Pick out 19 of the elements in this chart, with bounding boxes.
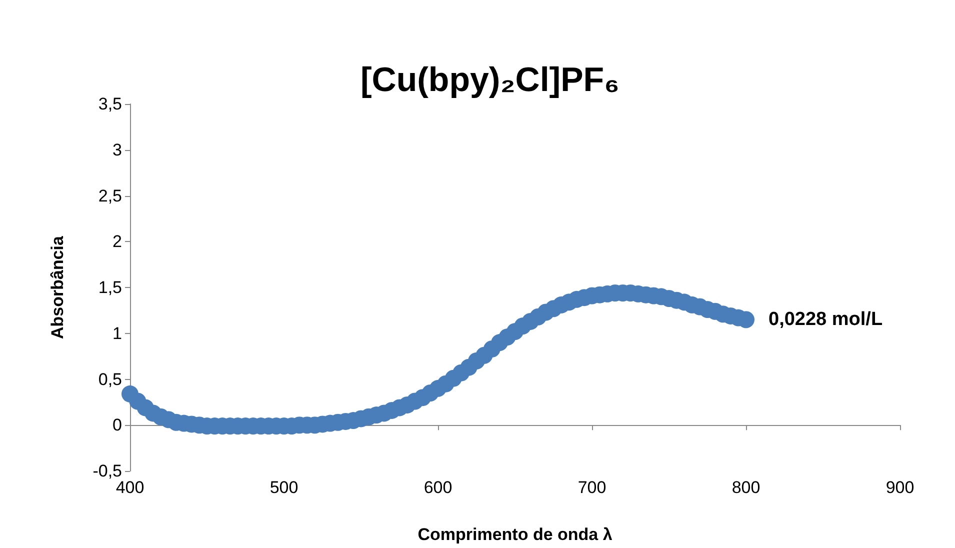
x-tick-label: 700 (578, 478, 606, 497)
y-tick-label: 3 (112, 140, 122, 160)
y-tick-label: 1 (112, 324, 122, 343)
x-tick-label: 400 (116, 478, 144, 497)
y-tick-label: 2 (112, 232, 122, 252)
y-tick-label: 3,5 (98, 94, 122, 114)
y-tick-label: 2,5 (98, 186, 122, 206)
x-tick-label: 500 (270, 478, 298, 497)
y-tick-label: 0,5 (98, 370, 122, 389)
y-axis-title: Absorbância (48, 235, 67, 339)
x-tick-label: 600 (424, 478, 452, 497)
x-tick-label: 800 (732, 478, 760, 497)
y-tick-label: -0,5 (92, 462, 122, 480)
y-tick-label: 0 (112, 416, 122, 435)
y-tick-label: 1,5 (98, 278, 122, 297)
x-axis-title: Comprimento de onda λ (418, 525, 613, 544)
series-label: 0,0228 mol/L (768, 309, 883, 330)
x-tick-label: 900 (886, 478, 914, 497)
chart-title: [Cu(bpy)₂Cl]PF₆ (360, 61, 620, 99)
